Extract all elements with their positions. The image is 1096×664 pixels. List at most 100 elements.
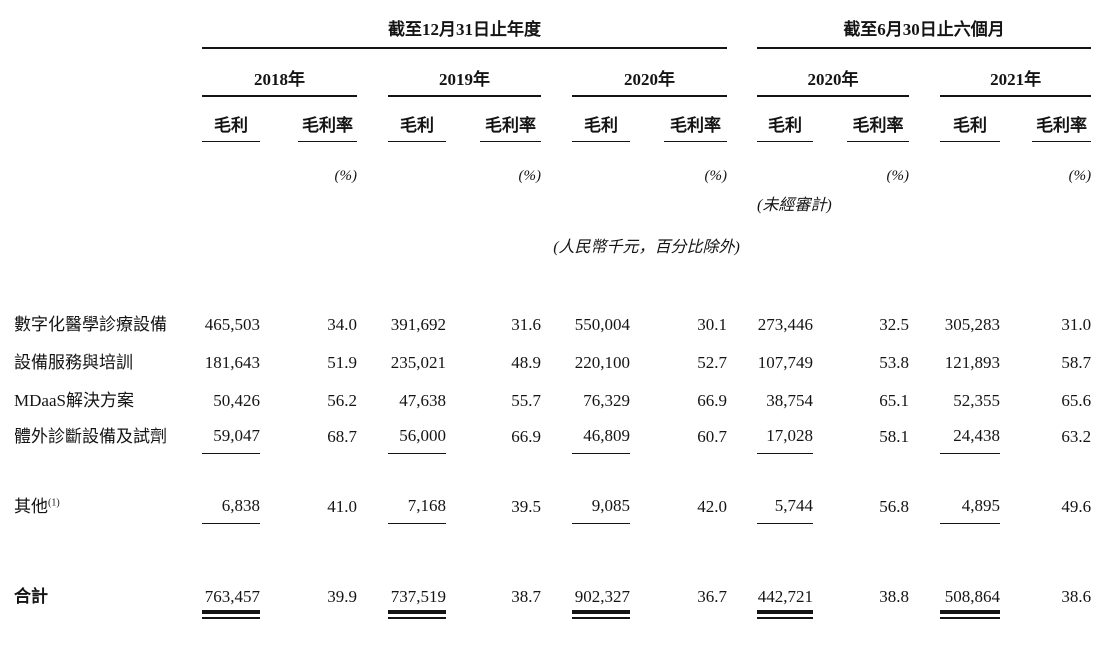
table-row-other: 其他(1) 6,838 41.0 7,168 39.5 9,085 42.0 5… [14,485,1092,524]
gp-total-cell: 763,457 [202,575,260,619]
margin-value-cell: 58.1 [879,426,910,446]
section-header-row: 截至12月31日止年度 截至6月30日止六個月 [14,14,1092,49]
col-header-gross-margin: 毛利率 [480,96,541,142]
margin-value-cell: 60.7 [697,426,728,446]
subheader-row: 毛利 毛利率 毛利 毛利率 毛利 毛利率 毛利 毛利率 毛利 毛利率 [14,96,1092,142]
total-double-rule [757,610,814,619]
row-label: MDaaS解決方案 [14,390,134,410]
col-header-gross-profit: 毛利 [757,96,814,142]
col-header-gross-profit: 毛利 [572,96,630,142]
percent-note: (%) [334,168,358,184]
percent-note: (%) [1068,168,1092,184]
margin-value-cell: 66.9 [697,390,728,410]
gp-value-cell: 24,438 [940,411,1001,454]
margin-value-cell: 56.2 [327,390,357,410]
margin-value-cell: 39.5 [511,496,541,516]
col-header-gross-margin: 毛利率 [664,96,728,142]
year-header-2020-interim: 2020年 [757,48,910,97]
percent-note: (%) [518,168,542,184]
margin-value-cell: 58.7 [1061,352,1092,372]
table-row: 設備服務與培訓 181,643 51.9 235,021 48.9 220,10… [14,335,1091,373]
spacer-row [14,523,1091,575]
total-value: 763,457 [204,586,260,606]
spacer-cell [727,48,757,96]
row-label: 設備服務與培訓 [14,352,133,372]
row-label: 體外診斷設備及試劑 [14,426,167,446]
total-double-rule [388,610,446,619]
col-header-gross-margin: 毛利率 [298,96,357,142]
table-row: 體外診斷設備及試劑 59,047 68.7 56,000 66.9 46,809… [14,411,1092,454]
gp-total-cell: 442,721 [757,575,814,619]
gp-value-cell: 56,000 [388,411,446,454]
spacer-row [14,453,1091,485]
gp-total-cell: 737,519 [388,575,446,619]
margin-value-cell: 52.7 [697,352,728,372]
margin-value-cell: 66.9 [511,426,541,446]
margin-value-cell: 56.8 [879,496,910,516]
total-value: 737,519 [390,586,446,606]
row-label: 其他(1) [14,485,202,523]
margin-value-cell: 49.6 [1061,496,1092,516]
margin-value-cell: 34.0 [327,314,357,334]
col-header-gross-profit: 毛利 [940,96,1001,142]
col-header-gross-margin: 毛利率 [1032,96,1092,142]
total-double-rule [572,610,630,619]
gp-value-cell: 550,004 [574,314,630,334]
spacer-cell [541,48,572,96]
margin-value-cell: 68.7 [327,426,357,446]
unit-note: (人民幣千元，百分比除外) [553,238,740,256]
margin-value-cell: 63.2 [1061,426,1092,446]
year-header-2018: 2018年 [202,48,357,97]
total-value: 442,721 [757,586,814,606]
margin-value-cell: 55.7 [511,390,541,410]
row-label-total: 合計 [14,586,48,606]
gp-value-cell: 9,085 [572,485,630,524]
margin-value-cell: 51.9 [327,352,357,372]
margin-value-cell: 31.6 [511,314,541,334]
gp-value-cell: 46,809 [572,411,630,454]
gp-value-cell: 52,355 [953,390,1001,410]
year-header-2020: 2020年 [572,48,728,97]
row-label-text: 其他 [14,496,48,516]
col-header-gross-margin: 毛利率 [847,96,910,142]
margin-value-cell: 53.8 [879,352,910,372]
spacer-cell [357,48,388,96]
col-header-gross-profit: 毛利 [388,96,446,142]
margin-value-cell: 31.0 [1061,314,1092,334]
unit-note-row: (人民幣千元，百分比除外) [14,215,1091,257]
margin-value-cell: 65.1 [879,390,910,410]
table-row: 數字化醫學診療設備 465,503 34.0 391,692 31.6 550,… [14,297,1091,335]
total-value: 902,327 [574,586,630,606]
gp-value-cell: 17,028 [757,411,814,454]
margin-total-cell: 39.9 [327,586,357,606]
gp-value-cell: 5,744 [757,485,814,524]
section-header-annual: 截至12月31日止年度 [202,14,728,49]
gp-value-cell: 305,283 [944,314,1001,334]
gp-value-cell: 391,692 [390,314,446,334]
margin-total-cell: 38.7 [511,586,541,606]
margin-value-cell: 42.0 [697,496,728,516]
margin-value-cell: 65.6 [1061,390,1092,410]
margin-total-cell: 38.8 [879,586,910,606]
gp-value-cell: 181,643 [204,352,260,372]
gp-value-cell: 50,426 [213,390,260,410]
footnote-marker: (1) [48,496,60,508]
gp-value-cell: 4,895 [940,485,1001,524]
table-row-total: 合計 763,457 39.9 737,519 38.7 902,327 36.… [14,575,1091,619]
margin-total-cell: 36.7 [697,586,728,606]
gp-value-cell: 107,749 [757,352,814,372]
margin-value-cell: 30.1 [697,314,728,334]
percent-note: (%) [704,168,728,184]
gp-value-cell: 6,838 [202,485,260,524]
gp-value-cell: 59,047 [202,411,260,454]
spacer-row [14,257,1091,297]
margin-value-cell: 48.9 [511,352,541,372]
gp-value-cell: 465,503 [204,314,260,334]
row-label: 數字化醫學診療設備 [14,314,167,334]
gp-value-cell: 7,168 [388,485,446,524]
gp-value-cell: 220,100 [574,352,630,372]
spacer-cell [909,48,940,96]
gp-value-cell: 273,446 [757,314,814,334]
unaudited-note-row: (未經審計) [14,185,1091,215]
spacer-cell [727,14,757,48]
